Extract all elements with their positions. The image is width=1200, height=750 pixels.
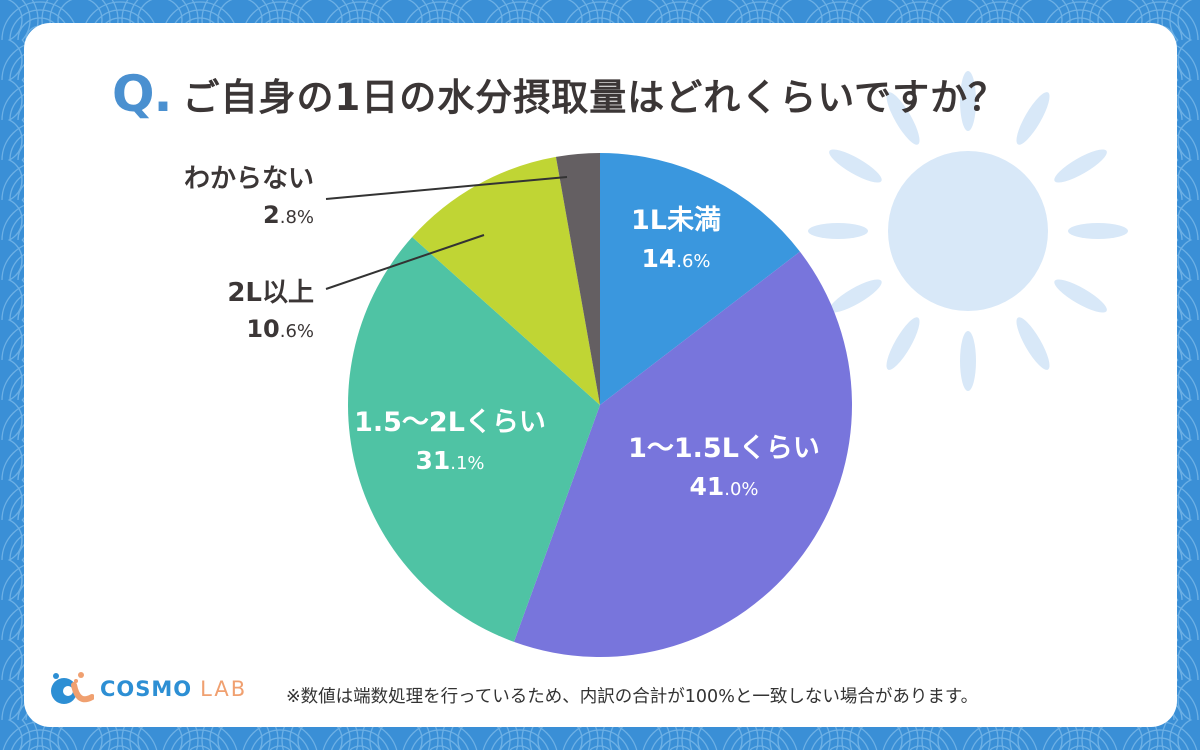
cosmo-lab-logo: COSMO LAB <box>48 671 247 707</box>
slice-label-under-1l: 1L未満 14.6% <box>631 205 721 273</box>
sun-ray-icon <box>808 223 868 239</box>
sun-ray-icon <box>829 149 882 183</box>
slice-label-unknown: わからない 2.8% <box>183 164 314 229</box>
leader-line-over2l <box>325 234 485 290</box>
slice-label-1.5-2l: 1.5〜2Lくらい 31.1% <box>354 407 546 475</box>
pie-chart <box>325 71 1128 658</box>
sun-ray-icon <box>829 279 882 313</box>
pie-slice <box>555 153 600 405</box>
sun-ray-icon <box>1068 223 1128 239</box>
slice-label-over-2l: 2L以上 10.6% <box>227 278 314 343</box>
sun-ray-icon <box>886 92 920 145</box>
sun-ray-icon <box>1054 149 1107 183</box>
page-title: Q . ご自身の1日の水分摂取量はどれくらいですか？ <box>112 59 1006 129</box>
chart-card: Q . ご自身の1日の水分摂取量はどれくらいですか？ 1L未満 14.6% 1〜… <box>24 23 1177 727</box>
sun-ray-icon <box>1054 279 1107 313</box>
sun-ray-icon <box>960 331 976 391</box>
sun-ray-icon <box>960 71 976 131</box>
question-text: ご自身の1日の水分摂取量はどれくらいですか？ <box>182 76 1007 119</box>
q-dot: . <box>153 65 173 123</box>
pie-slice <box>600 153 800 405</box>
sun-ray-icon <box>1016 92 1050 145</box>
slice-label-1-1.5l: 1〜1.5Lくらい 41.0% <box>628 433 820 501</box>
sun-icon <box>808 71 1128 391</box>
leader-line-unknown <box>325 176 568 200</box>
pie-slice <box>412 156 600 405</box>
pie-slices <box>348 153 853 658</box>
rounding-footnote: ※数値は端数処理を行っているため、内訳の合計が100%と一致しない場合があります… <box>286 687 979 707</box>
pie-slice <box>513 251 853 658</box>
pie-slice <box>348 237 600 642</box>
logo-mark-icon <box>51 672 94 704</box>
q-mark: Q <box>112 65 155 123</box>
sun-ray-icon <box>1016 317 1050 370</box>
sun-ray-icon <box>886 317 920 370</box>
